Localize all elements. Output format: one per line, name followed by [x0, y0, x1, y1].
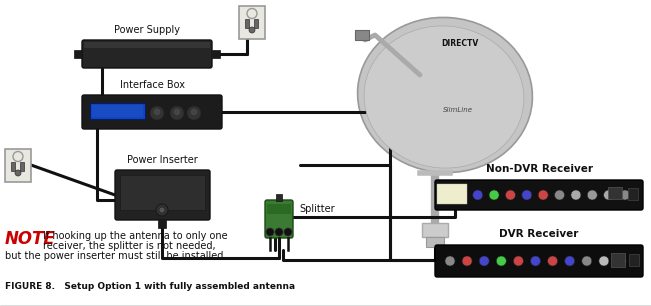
Circle shape [571, 190, 581, 200]
Bar [611, 253, 625, 267]
Circle shape [479, 256, 489, 266]
Circle shape [531, 256, 540, 266]
Circle shape [489, 190, 499, 200]
Circle shape [616, 256, 626, 266]
Circle shape [496, 256, 506, 266]
Circle shape [266, 228, 274, 236]
Bar [628, 188, 638, 200]
Text: SlimLine: SlimLine [443, 107, 473, 113]
Text: Power Supply: Power Supply [114, 25, 180, 35]
Bar [90, 103, 145, 119]
FancyBboxPatch shape [265, 200, 293, 238]
FancyBboxPatch shape [115, 170, 210, 220]
Circle shape [522, 190, 532, 200]
Bar [239, 6, 265, 39]
Bar [92, 105, 143, 117]
Bar [158, 220, 166, 228]
Circle shape [156, 204, 168, 216]
FancyBboxPatch shape [435, 180, 643, 210]
Circle shape [445, 256, 455, 266]
FancyBboxPatch shape [435, 245, 643, 277]
Circle shape [587, 190, 597, 200]
Text: but the power inserter must still be installed.: but the power inserter must still be ins… [5, 251, 227, 261]
Text: DIRECTV: DIRECTV [441, 39, 478, 47]
Circle shape [620, 190, 630, 200]
FancyBboxPatch shape [82, 40, 212, 68]
Circle shape [170, 106, 184, 120]
Circle shape [514, 256, 523, 266]
Circle shape [247, 9, 257, 18]
Bar [5, 148, 31, 181]
Circle shape [13, 151, 23, 162]
Circle shape [190, 108, 198, 116]
Circle shape [564, 256, 575, 266]
Circle shape [187, 106, 201, 120]
Circle shape [440, 190, 450, 200]
Circle shape [275, 228, 283, 236]
Text: Non-DVR Receiver: Non-DVR Receiver [486, 164, 592, 174]
Text: DVR Receiver: DVR Receiver [499, 229, 579, 239]
Bar [212, 50, 220, 58]
Bar [11, 162, 15, 171]
Text: NOTE: NOTE [5, 230, 56, 248]
Bar [276, 194, 282, 201]
Bar [254, 19, 258, 28]
Text: FIGURE 8.   Setup Option 1 with fully assembled antenna: FIGURE 8. Setup Option 1 with fully asse… [5, 282, 295, 291]
Bar [267, 204, 291, 214]
Bar [437, 184, 467, 204]
Bar [74, 50, 82, 58]
Circle shape [582, 256, 592, 266]
Circle shape [603, 190, 614, 200]
Circle shape [555, 190, 564, 200]
Circle shape [456, 190, 466, 200]
Bar [20, 162, 24, 171]
Circle shape [153, 108, 161, 116]
Circle shape [505, 190, 516, 200]
Bar [629, 254, 639, 266]
Circle shape [284, 228, 292, 236]
Bar [245, 19, 249, 28]
Text: If hooking up the antenna to only one: If hooking up the antenna to only one [43, 231, 228, 241]
FancyBboxPatch shape [82, 95, 222, 129]
Circle shape [159, 207, 165, 213]
Circle shape [547, 256, 558, 266]
Circle shape [249, 27, 255, 33]
Circle shape [599, 256, 609, 266]
Text: receiver, the splitter is not needed,: receiver, the splitter is not needed, [43, 241, 215, 251]
Text: Splitter: Splitter [299, 204, 335, 214]
Bar [608, 187, 622, 199]
Circle shape [473, 190, 483, 200]
Circle shape [15, 170, 21, 176]
Text: Interface Box: Interface Box [120, 80, 184, 90]
Circle shape [538, 190, 548, 200]
Bar [84, 42, 210, 48]
Circle shape [462, 256, 472, 266]
Bar [355, 30, 369, 40]
Ellipse shape [357, 17, 533, 173]
Ellipse shape [364, 26, 524, 168]
Bar [120, 175, 205, 210]
Bar [426, 237, 444, 247]
Bar [422, 223, 448, 237]
Circle shape [150, 106, 164, 120]
Circle shape [173, 108, 181, 116]
Text: Power Inserter: Power Inserter [127, 155, 198, 165]
